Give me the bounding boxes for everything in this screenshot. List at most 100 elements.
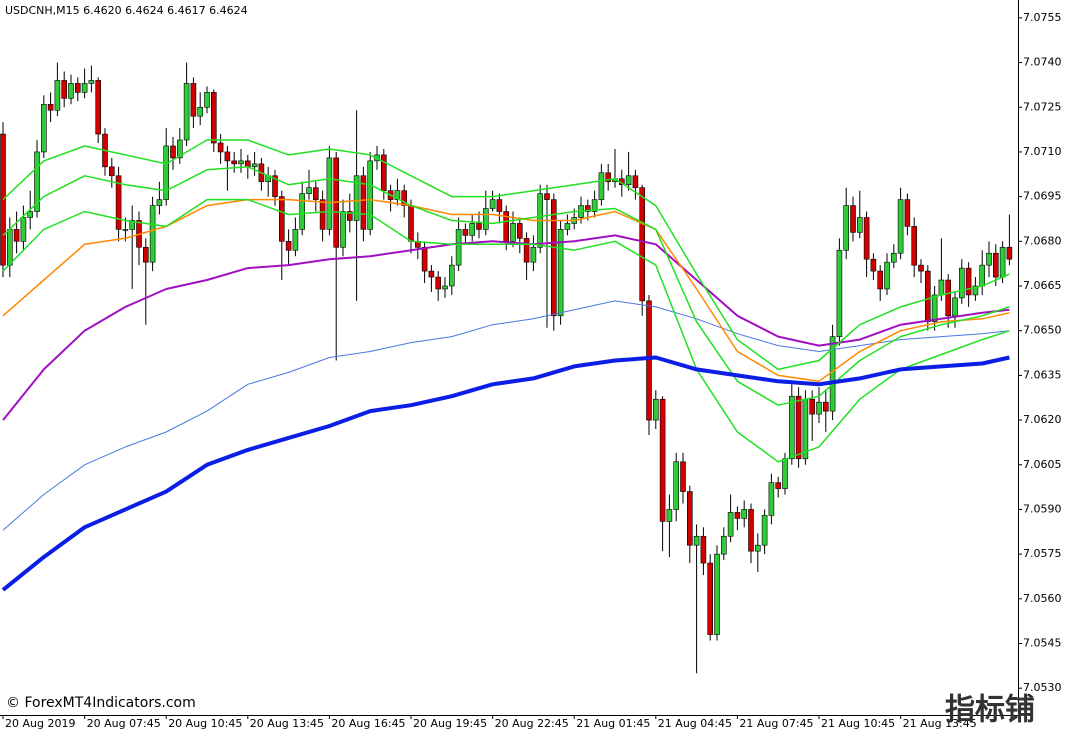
candle-body	[27, 211, 34, 218]
candle-body	[442, 285, 448, 290]
candle-body	[163, 145, 169, 200]
candle-body	[564, 223, 571, 230]
moving-average-line	[2, 139, 1010, 371]
candle-body	[360, 175, 367, 230]
x-tick-label: 20 Aug 16:45	[331, 717, 405, 730]
candle-body	[761, 515, 768, 546]
candle-body	[659, 398, 666, 522]
candle-body	[156, 199, 163, 206]
plot-area	[0, 62, 1013, 674]
moving-average-line	[2, 198, 1010, 383]
x-tick-label: 20 Aug 22:45	[495, 717, 569, 730]
candle-body	[448, 264, 455, 287]
candle-body	[999, 246, 1006, 278]
candle-body	[775, 482, 782, 489]
x-tick-label: 21 Aug 13:45	[903, 717, 977, 730]
candle-body	[822, 401, 829, 412]
candle-body	[340, 211, 346, 248]
candle-body	[510, 223, 516, 242]
moving-average-line	[2, 166, 1010, 406]
candle-body	[326, 157, 333, 230]
candle-body	[673, 461, 680, 510]
x-tick-label: 20 Aug 10:45	[168, 717, 242, 730]
candle-body	[979, 264, 986, 287]
candle-body	[550, 199, 557, 317]
candle-body	[720, 535, 727, 555]
candle-body	[707, 562, 714, 635]
candle-body	[850, 205, 856, 233]
candle-body	[0, 133, 6, 266]
candle-body	[782, 458, 788, 489]
candle-body	[238, 160, 244, 165]
moving-average-line	[2, 300, 1010, 531]
candle-body	[394, 190, 401, 200]
candle-body	[380, 154, 387, 191]
candle-body	[788, 395, 795, 460]
candle-body	[251, 163, 258, 168]
candle-body	[40, 103, 47, 153]
candle-body	[299, 193, 306, 230]
x-tick-label: 21 Aug 10:45	[821, 717, 895, 730]
candle-body	[183, 83, 190, 141]
candle-body	[109, 166, 115, 177]
candle-body	[469, 223, 476, 236]
candle-body	[292, 229, 299, 251]
candle-body	[245, 160, 251, 168]
candle-body	[462, 229, 469, 236]
candle-body	[639, 187, 646, 302]
candle-body	[81, 83, 88, 93]
y-tick-label: 7.0590	[1023, 502, 1062, 515]
candle-body	[591, 199, 598, 212]
candle-body	[741, 509, 748, 519]
candle-body	[95, 80, 101, 135]
candle-body	[143, 246, 149, 263]
candle-body	[455, 229, 462, 266]
candle-body	[632, 175, 639, 188]
candle-body	[20, 217, 27, 242]
candle-body	[700, 535, 707, 564]
candle-body	[809, 398, 816, 415]
y-tick-label: 7.0665	[1023, 279, 1062, 292]
candle-body	[353, 175, 360, 221]
candle-body	[884, 261, 890, 290]
x-tick-label: 20 Aug 13:45	[250, 717, 324, 730]
candle-body	[625, 175, 632, 186]
candle-body	[843, 205, 850, 251]
moving-average-line	[2, 234, 1010, 421]
y-tick-label: 7.0545	[1023, 637, 1062, 650]
candle-body	[217, 142, 224, 153]
moving-average-line	[1, 355, 1010, 592]
candle-body	[918, 264, 924, 272]
candle-body	[278, 196, 285, 242]
candle-body	[1006, 246, 1013, 260]
candle-body	[958, 267, 965, 299]
candle-body	[54, 80, 61, 111]
candle-body	[367, 160, 374, 230]
y-tick-label: 7.0710	[1023, 145, 1062, 158]
candle-body	[319, 199, 326, 230]
x-tick-label: 20 Aug 2019	[5, 717, 75, 730]
watermark: © ForexMT4Indicators.com	[6, 695, 196, 711]
x-tick-label: 21 Aug 07:45	[739, 717, 813, 730]
candle-body	[224, 151, 231, 162]
y-tick-label: 7.0575	[1023, 547, 1062, 560]
y-tick-label: 7.0605	[1023, 458, 1062, 471]
candle-body	[945, 279, 952, 317]
candle-body	[904, 199, 911, 227]
candle-body	[149, 205, 156, 263]
candle-body	[714, 553, 720, 635]
candle-body	[516, 223, 523, 239]
candle-body	[754, 544, 761, 552]
y-tick-label: 7.0755	[1023, 11, 1062, 24]
x-tick-label: 21 Aug 01:45	[576, 717, 650, 730]
candle-body	[652, 398, 659, 421]
candle-body	[856, 217, 863, 233]
candle-body	[476, 223, 482, 230]
candle-body	[734, 512, 741, 519]
candle-body	[346, 211, 353, 221]
candle-body	[408, 205, 414, 242]
candle-body	[170, 145, 176, 159]
y-tick-label: 7.0530	[1023, 681, 1062, 694]
candle-body	[748, 509, 754, 552]
